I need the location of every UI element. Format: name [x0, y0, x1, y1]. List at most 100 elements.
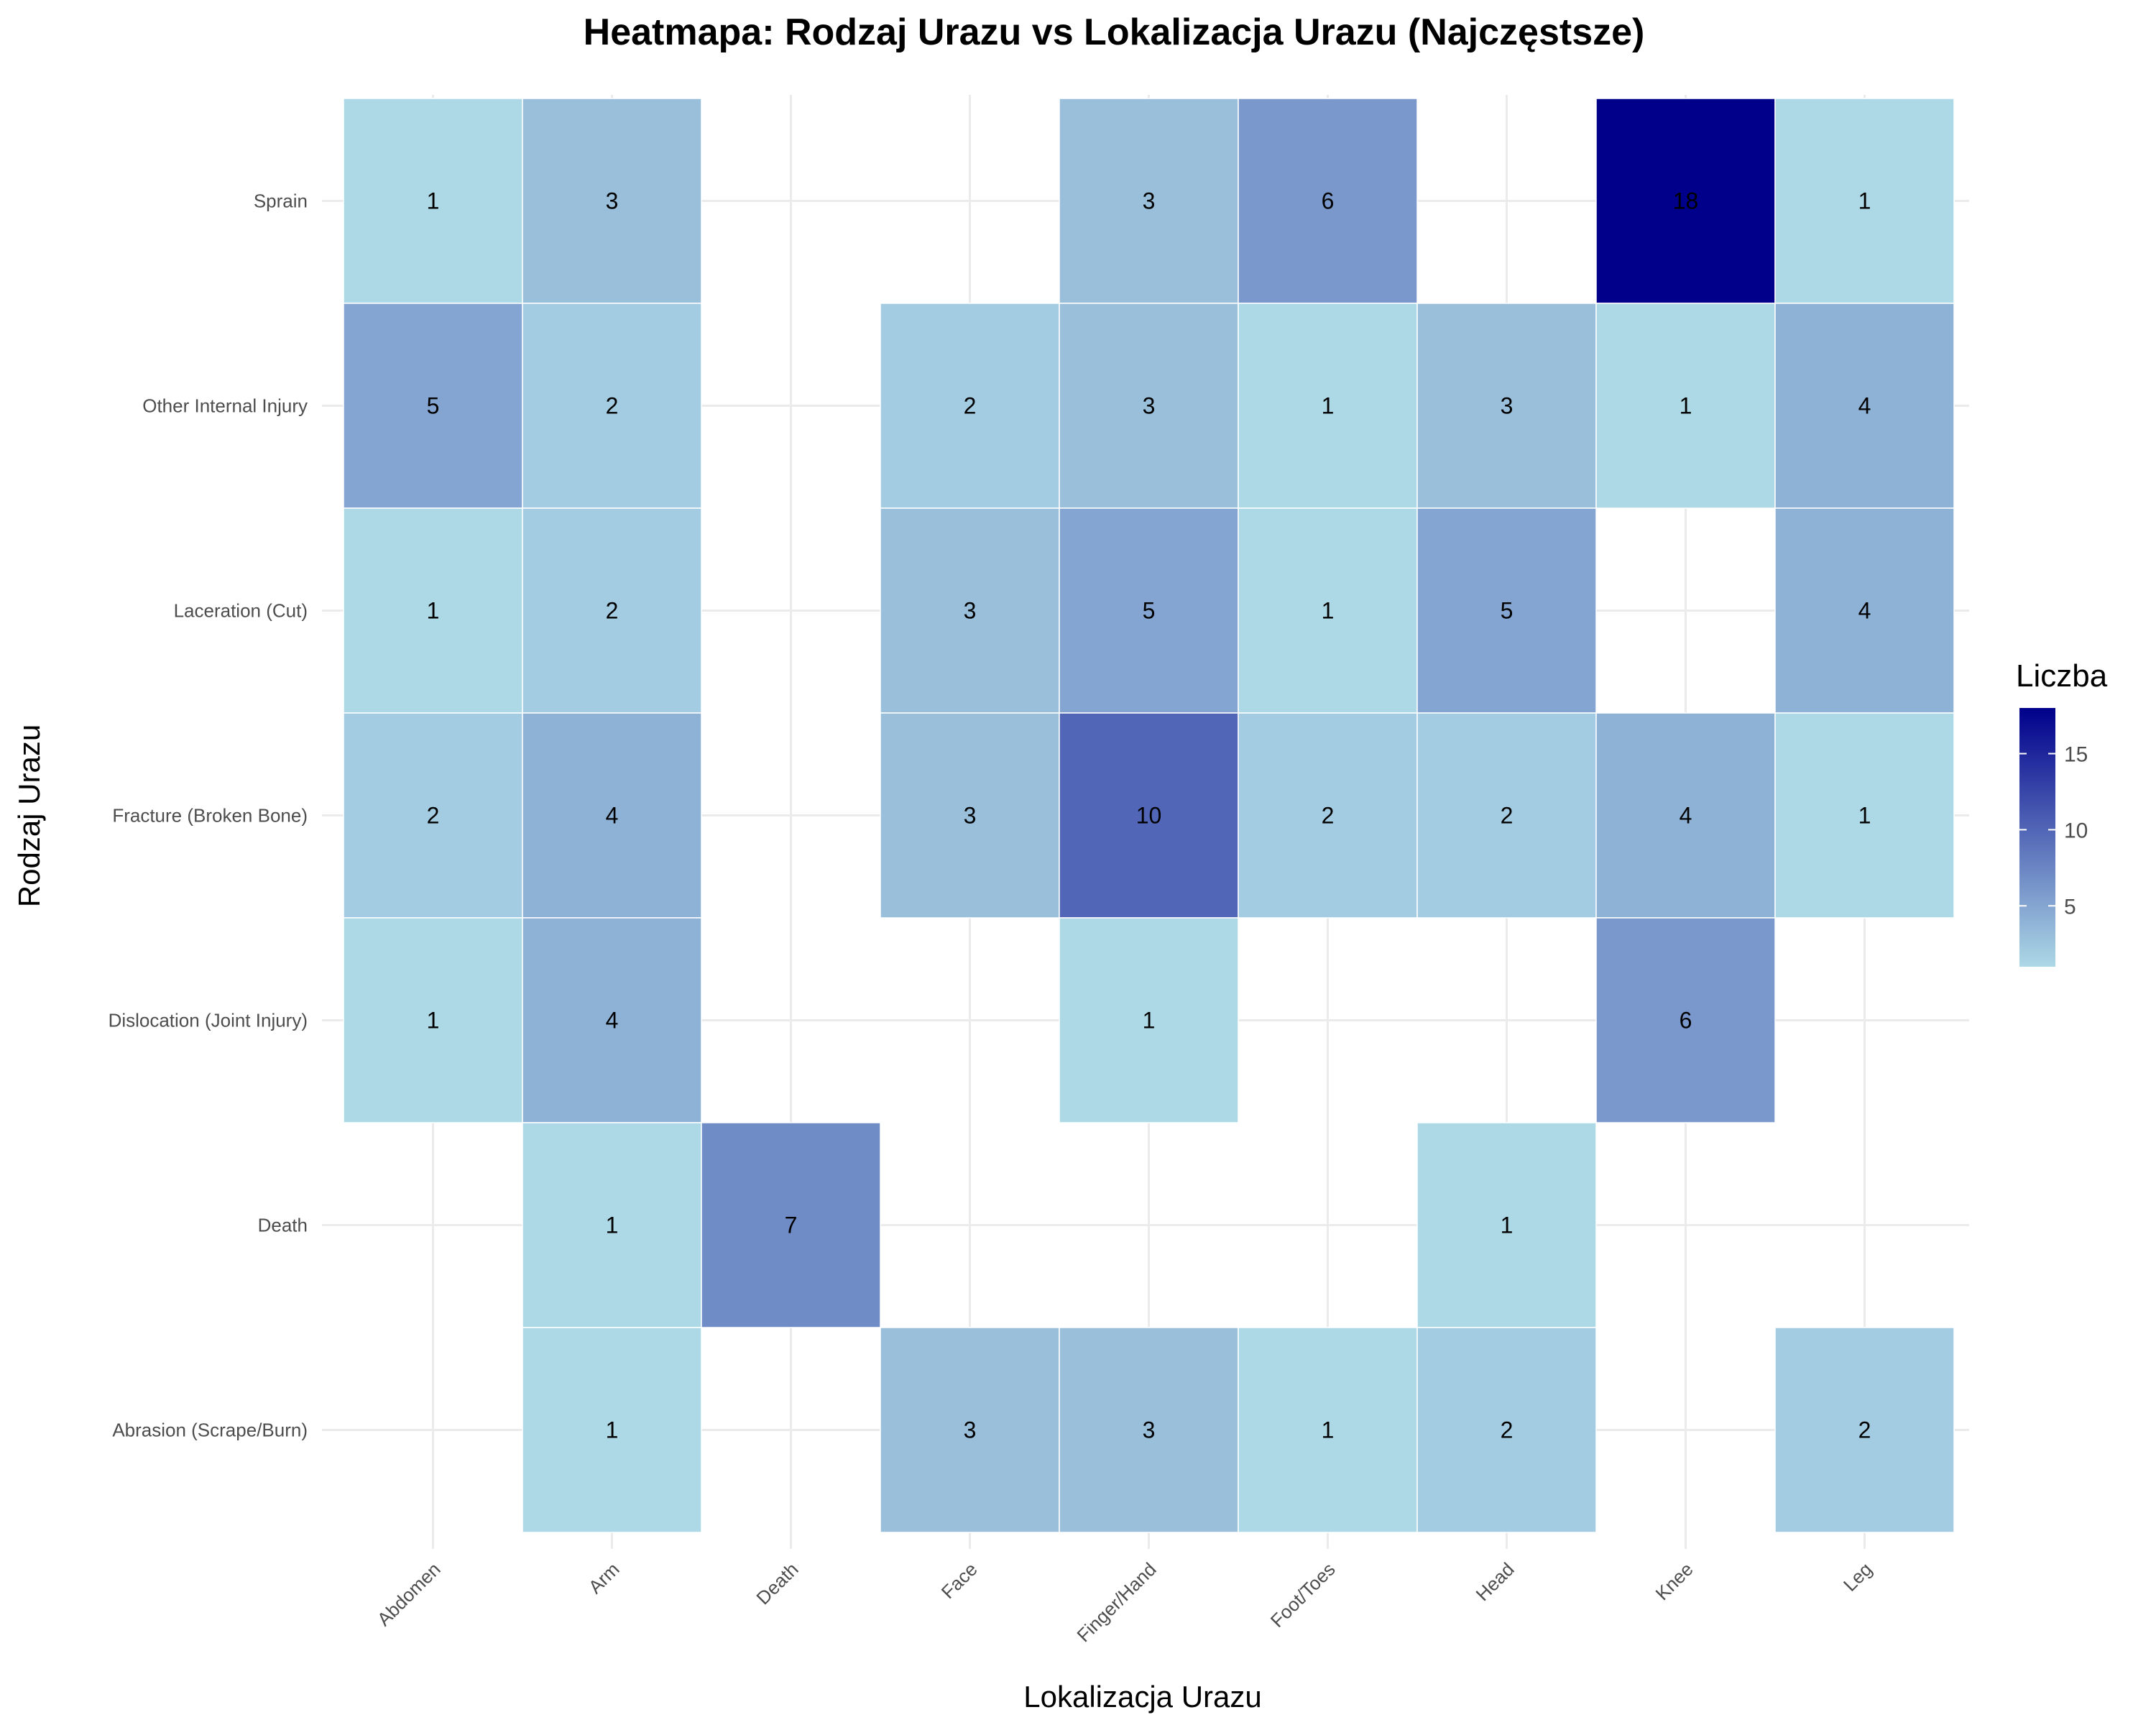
x-tick-label: Abdomen — [373, 1558, 445, 1630]
heatmap-cell — [880, 303, 1060, 509]
legend-tick-label: 10 — [2064, 819, 2088, 842]
x-axis-ticks: Abdomen Arm Death Face Finger/Hand Foot/Toes H… — [373, 1558, 1876, 1646]
cell-value-label: 4 — [1858, 598, 1871, 624]
heatmap-cell — [1774, 303, 1955, 509]
heatmap-cell — [1774, 98, 1955, 304]
cell-value-label: 1 — [1501, 1213, 1514, 1238]
y-tick-label: Fracture (Broken Bone) — [112, 805, 308, 827]
cell-value-label: 3 — [1143, 1417, 1156, 1443]
cell-value-label: 1 — [427, 598, 440, 624]
y-tick-label: Death — [258, 1215, 308, 1236]
cell-value-label: 3 — [964, 803, 977, 829]
heatmap-cell — [1774, 1327, 1955, 1533]
heatmap-cell — [1416, 1327, 1597, 1533]
cell-labels: 1 3 3 6 18 1 5 2 2 3 1 3 1 4 1 2 3 5 1 5 4 2 4 3 10 2 2 4 1 1 4 1 6 1 7 1 1 3… — [427, 188, 1871, 1443]
heatmap-cell — [1238, 1327, 1418, 1533]
cell-value-label: 10 — [1136, 803, 1162, 829]
heatmap-cell — [522, 712, 702, 919]
cell-value-label: 6 — [1322, 188, 1335, 214]
heatmap-cell — [1416, 507, 1597, 714]
y-tick-label: Abrasion (Scrape/Burn) — [112, 1420, 308, 1441]
heatmap-cell — [1595, 712, 1776, 919]
cell-value-label: 2 — [964, 393, 977, 419]
heatmap-cell — [343, 712, 523, 919]
cell-value-label: 3 — [1143, 188, 1156, 214]
cell-value-label: 1 — [606, 1213, 619, 1238]
cell-value-label: 5 — [427, 393, 440, 419]
cell-value-label: 3 — [964, 1417, 977, 1443]
x-tick-label: Leg — [1839, 1558, 1876, 1596]
x-tick-label: Face — [937, 1558, 982, 1603]
cell-value-label: 1 — [606, 1417, 619, 1443]
cell-value-label: 1 — [1322, 393, 1335, 419]
cell-value-label: 1 — [1858, 188, 1871, 214]
cell-value-label: 3 — [1501, 393, 1514, 419]
cell-value-label: 2 — [606, 598, 619, 624]
cell-value-label: 18 — [1673, 188, 1699, 214]
heatmap-cell — [343, 98, 523, 304]
y-tick-label: Other Internal Injury — [142, 395, 308, 417]
cell-value-label: 1 — [1322, 598, 1335, 624]
heatmap-cell — [1059, 1327, 1239, 1533]
chart-title: Heatmapa: Rodzaj Urazu vs Lokalizacja Ur… — [584, 12, 1645, 53]
cell-value-label: 4 — [606, 1008, 619, 1034]
cell-value-label: 5 — [1501, 598, 1514, 624]
heatmap-cell — [1595, 917, 1776, 1123]
heatmap-cell — [1595, 98, 1776, 304]
cell-value-label: 2 — [427, 803, 440, 829]
y-tick-label: Sprain — [254, 190, 308, 212]
x-tick-label: Knee — [1651, 1558, 1697, 1604]
cell-value-label: 1 — [427, 188, 440, 214]
cell-value-label: 2 — [1322, 803, 1335, 829]
heatmap-cells — [343, 98, 1955, 1533]
x-tick-label: Foot/Toes — [1266, 1558, 1340, 1632]
x-tick-label: Death — [752, 1558, 802, 1609]
heatmap-cell — [1238, 507, 1418, 714]
heatmap-cell — [522, 917, 702, 1123]
heatmap-cell — [343, 507, 523, 714]
heatmap-cell — [880, 507, 1060, 714]
cell-value-label: 1 — [1143, 1008, 1156, 1034]
cell-value-label: 2 — [1858, 1417, 1871, 1443]
cell-value-label: 6 — [1680, 1008, 1692, 1034]
y-tick-label: Dislocation (Joint Injury) — [109, 1010, 308, 1031]
legend-title: Liczba — [2016, 658, 2108, 694]
x-tick-label: Head — [1472, 1558, 1519, 1605]
y-axis-ticks: Sprain Other Internal Injury Laceration (C… — [109, 190, 308, 1441]
heatmap-cell — [343, 917, 523, 1123]
cell-value-label: 1 — [427, 1008, 440, 1034]
legend-tick-label: 5 — [2064, 895, 2076, 919]
cell-value-label: 1 — [1322, 1417, 1335, 1443]
heatmap-cell — [522, 1122, 702, 1328]
cell-value-label: 1 — [1680, 393, 1692, 419]
heatmap-cell — [880, 1327, 1060, 1533]
heatmap-cell — [1059, 917, 1239, 1123]
heatmap-cell — [1416, 303, 1597, 509]
x-axis-title: Lokalizacja Urazu — [1023, 1680, 1262, 1714]
heatmap-cell — [1774, 507, 1955, 714]
cell-value-label: 3 — [606, 188, 619, 214]
cell-value-label: 3 — [964, 598, 977, 624]
cell-value-label: 4 — [1858, 393, 1871, 419]
cell-value-label: 2 — [1501, 1417, 1514, 1443]
heatmap-cell — [1416, 712, 1597, 919]
heatmap-cell — [522, 1327, 702, 1533]
y-tick-label: Laceration (Cut) — [174, 600, 308, 622]
cell-value-label: 5 — [1143, 598, 1156, 624]
cell-value-label: 3 — [1143, 393, 1156, 419]
cell-value-label: 4 — [606, 803, 619, 829]
heatmap-cell — [1059, 507, 1239, 714]
heatmap-cell — [1416, 1122, 1597, 1328]
color-legend: Liczba 5 10 15 — [2016, 658, 2108, 967]
x-tick-label: Finger/Hand — [1072, 1558, 1160, 1646]
heatmap-cell — [701, 1122, 881, 1328]
heatmap-cell — [522, 507, 702, 714]
cell-value-label: 2 — [606, 393, 619, 419]
heatmap-cell — [1059, 303, 1239, 509]
x-tick-label: Arm — [584, 1558, 624, 1598]
heatmap-cell — [1238, 712, 1418, 919]
heatmap-cell — [1595, 303, 1776, 509]
y-axis-title: Rodzaj Urazu — [12, 724, 46, 907]
legend-tick-label: 15 — [2064, 743, 2088, 767]
